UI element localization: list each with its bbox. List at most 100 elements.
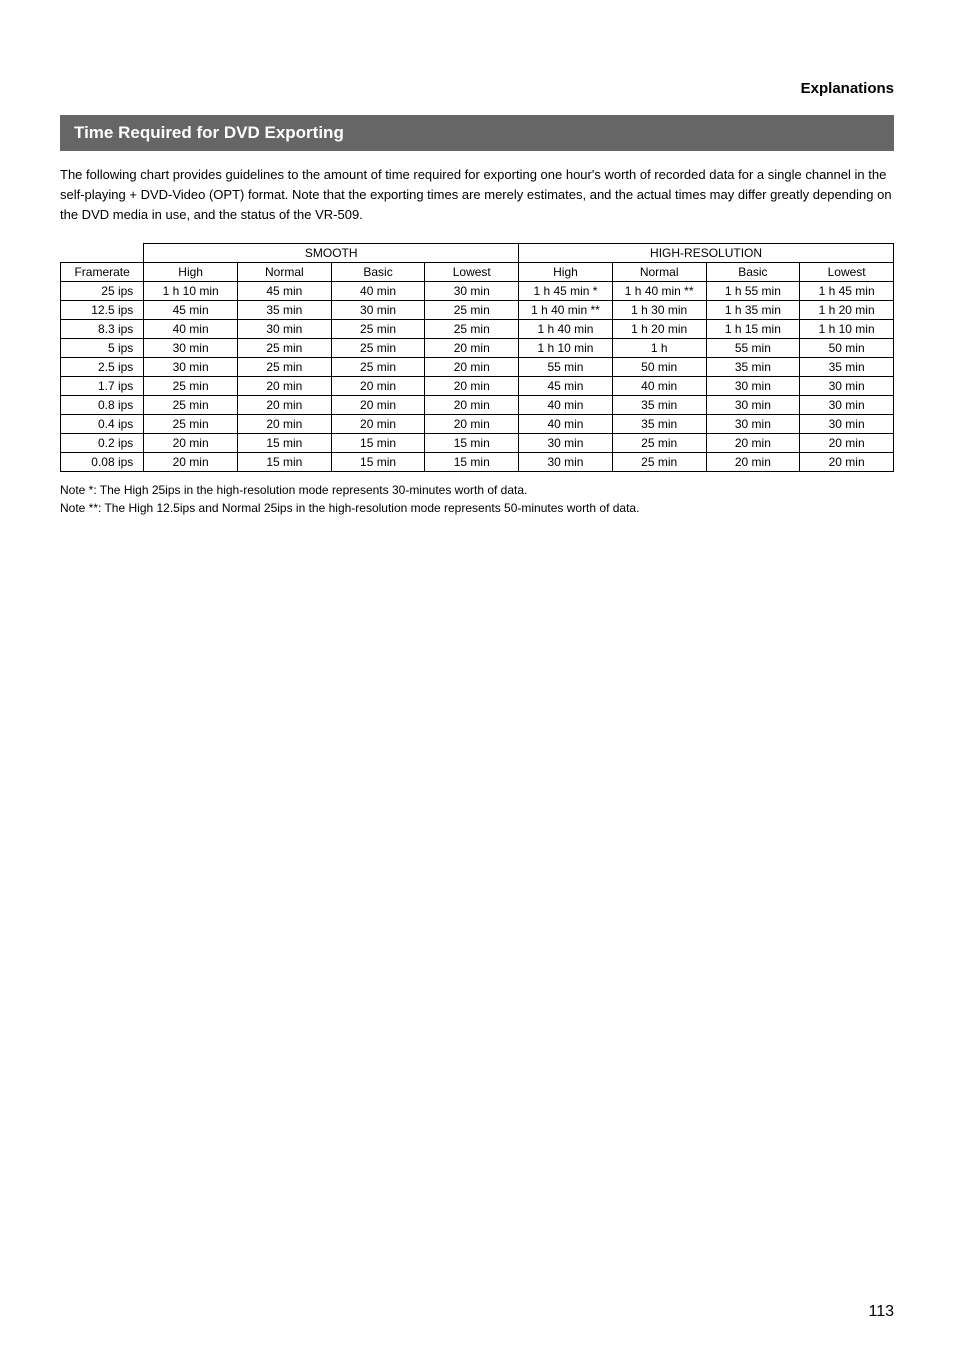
time-cell: 30 min [706,415,800,434]
col-header: Lowest [425,263,519,282]
export-time-table: SMOOTH HIGH-RESOLUTION Framerate High No… [60,243,894,472]
time-cell: 15 min [425,453,519,472]
time-cell: 1 h 55 min [706,282,800,301]
col-header: High [144,263,238,282]
time-cell: 20 min [331,415,425,434]
time-cell: 30 min [706,396,800,415]
time-cell: 55 min [706,339,800,358]
time-cell: 40 min [144,320,238,339]
time-cell: 25 min [425,320,519,339]
framerate-cell: 0.8 ips [61,396,144,415]
footnote-2: Note **: The High 12.5ips and Normal 25i… [60,500,894,517]
table-row: 1.7 ips25 min20 min20 min20 min45 min40 … [61,377,894,396]
group-header-smooth: SMOOTH [144,244,519,263]
time-cell: 25 min [144,396,238,415]
time-cell: 35 min [800,358,894,377]
time-cell: 30 min [800,377,894,396]
time-cell: 20 min [706,453,800,472]
page-number: 113 [868,1303,894,1321]
time-cell: 30 min [238,320,332,339]
time-cell: 30 min [800,396,894,415]
time-cell: 20 min [425,377,519,396]
table-row: 0.08 ips20 min15 min15 min15 min30 min25… [61,453,894,472]
table-row: 5 ips30 min25 min25 min20 min1 h 10 min1… [61,339,894,358]
time-cell: 25 min [425,301,519,320]
time-cell: 20 min [425,396,519,415]
time-cell: 25 min [144,377,238,396]
time-cell: 20 min [238,415,332,434]
time-cell: 1 h 10 min [800,320,894,339]
col-header: Normal [612,263,706,282]
time-cell: 25 min [238,358,332,377]
time-cell: 35 min [238,301,332,320]
table-row: 0.4 ips25 min20 min20 min20 min40 min35 … [61,415,894,434]
time-cell: 30 min [331,301,425,320]
time-cell: 1 h 20 min [800,301,894,320]
time-cell: 15 min [238,434,332,453]
table-subheader-row: Framerate High Normal Basic Lowest High … [61,263,894,282]
page-title: Time Required for DVD Exporting [60,115,894,151]
time-cell: 1 h 10 min [144,282,238,301]
page: Explanations Time Required for DVD Expor… [0,0,954,1351]
group-header-highres: HIGH-RESOLUTION [519,244,894,263]
time-cell: 20 min [425,358,519,377]
time-cell: 40 min [519,396,613,415]
time-cell: 25 min [238,339,332,358]
framerate-cell: 0.08 ips [61,453,144,472]
framerate-cell: 5 ips [61,339,144,358]
time-cell: 35 min [706,358,800,377]
time-cell: 35 min [612,396,706,415]
table-row: 8.3 ips40 min30 min25 min25 min1 h 40 mi… [61,320,894,339]
framerate-cell: 0.4 ips [61,415,144,434]
framerate-cell: 8.3 ips [61,320,144,339]
time-cell: 1 h 35 min [706,301,800,320]
time-cell: 20 min [238,396,332,415]
time-cell: 30 min [519,434,613,453]
col-header-framerate: Framerate [61,263,144,282]
time-cell: 20 min [800,434,894,453]
time-cell: 45 min [238,282,332,301]
time-cell: 1 h 40 min ** [612,282,706,301]
time-cell: 25 min [331,358,425,377]
time-cell: 1 h 30 min [612,301,706,320]
time-cell: 25 min [331,339,425,358]
time-cell: 1 h 40 min ** [519,301,613,320]
time-cell: 20 min [144,453,238,472]
table-body: 25 ips1 h 10 min45 min40 min30 min1 h 45… [61,282,894,472]
framerate-cell: 12.5 ips [61,301,144,320]
time-cell: 30 min [519,453,613,472]
time-cell: 20 min [331,377,425,396]
time-cell: 25 min [612,434,706,453]
table-row: 0.2 ips20 min15 min15 min15 min30 min25 … [61,434,894,453]
time-cell: 1 h 45 min * [519,282,613,301]
time-cell: 30 min [144,358,238,377]
framerate-cell: 25 ips [61,282,144,301]
col-header: High [519,263,613,282]
time-cell: 1 h 10 min [519,339,613,358]
time-cell: 1 h 40 min [519,320,613,339]
time-cell: 45 min [519,377,613,396]
time-cell: 1 h [612,339,706,358]
col-header: Basic [706,263,800,282]
framerate-cell: 0.2 ips [61,434,144,453]
table-corner-blank [61,244,144,263]
time-cell: 20 min [331,396,425,415]
time-cell: 15 min [331,453,425,472]
footnotes: Note *: The High 25ips in the high-resol… [60,482,894,517]
table-row: 0.8 ips25 min20 min20 min20 min40 min35 … [61,396,894,415]
footnote-1: Note *: The High 25ips in the high-resol… [60,482,894,499]
col-header: Normal [238,263,332,282]
time-cell: 50 min [800,339,894,358]
time-cell: 15 min [425,434,519,453]
time-cell: 1 h 20 min [612,320,706,339]
time-cell: 1 h 15 min [706,320,800,339]
time-cell: 20 min [800,453,894,472]
time-cell: 20 min [144,434,238,453]
col-header: Lowest [800,263,894,282]
time-cell: 15 min [331,434,425,453]
time-cell: 45 min [144,301,238,320]
table-row: 25 ips1 h 10 min45 min40 min30 min1 h 45… [61,282,894,301]
time-cell: 40 min [519,415,613,434]
time-cell: 40 min [612,377,706,396]
time-cell: 40 min [331,282,425,301]
